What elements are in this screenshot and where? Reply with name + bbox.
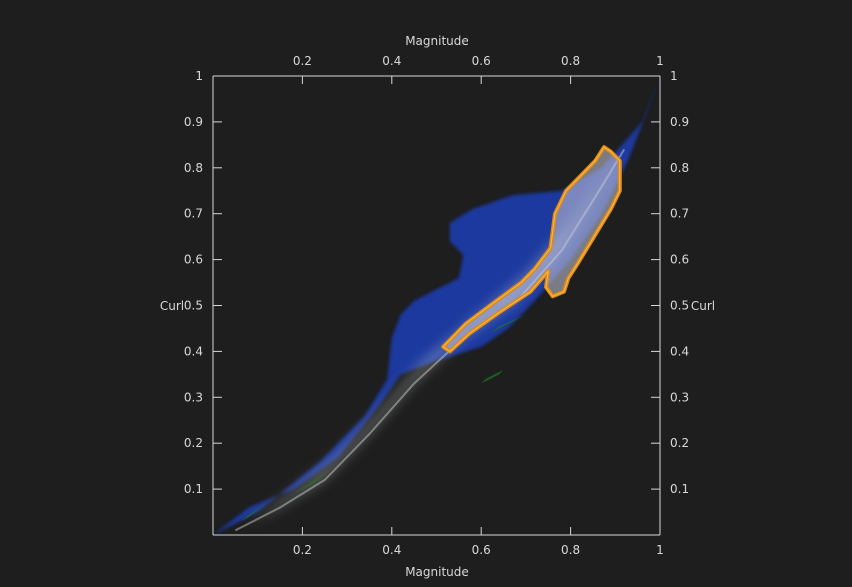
y-tick-label-left: 0.2	[184, 436, 203, 450]
x-tick-label-bottom: 0.2	[293, 543, 312, 557]
y-tick-label-right: 0.1	[670, 482, 689, 496]
y-tick-label-right: 0.5	[670, 299, 689, 313]
x-tick-label-top: 0.2	[293, 54, 312, 68]
y-tick-label-left: 0.1	[184, 482, 203, 496]
y-tick-label-right: 0.9	[670, 115, 689, 129]
y-tick-label-right: 0.6	[670, 253, 689, 267]
y-tick-label-left: 0.9	[184, 115, 203, 129]
x-axis-title-bottom: Magnitude	[405, 565, 469, 579]
density-edge-high	[490, 314, 526, 333]
x-tick-label-top: 0.6	[472, 54, 491, 68]
y-tick-label-left: 0.3	[184, 390, 203, 404]
x-tick-label-bottom: 0.6	[472, 543, 491, 557]
y-tick-label-right: 0.7	[670, 207, 689, 221]
density-edge-spot	[481, 369, 504, 384]
x-axis-title-top: Magnitude	[405, 34, 469, 48]
y-tick-label-right: 0.2	[670, 436, 689, 450]
y-tick-label-left: 1	[195, 69, 203, 83]
x-tick-label-top: 0.8	[561, 54, 580, 68]
x-tick-label-top: 0.4	[382, 54, 401, 68]
y-tick-label-left: 0.8	[184, 161, 203, 175]
y-tick-label-right: 0.4	[670, 344, 689, 358]
density-region	[213, 76, 660, 535]
x-tick-label-top: 1	[656, 54, 664, 68]
y-tick-label-left: 0.7	[184, 207, 203, 221]
y-tick-label-right: 0.8	[670, 161, 689, 175]
y-tick-label-left: 0.6	[184, 253, 203, 267]
x-tick-label-bottom: 0.8	[561, 543, 580, 557]
plot-area	[213, 76, 660, 535]
y-axis-title-right: Curl	[691, 299, 715, 313]
x-tick-label-bottom: 0.4	[382, 543, 401, 557]
y-tick-label-right: 0.3	[670, 390, 689, 404]
x-tick-label-bottom: 1	[656, 543, 664, 557]
y-tick-label-left: 0.5	[184, 299, 203, 313]
y-axis-title-left: Curl	[160, 299, 184, 313]
y-tick-label-right: 1	[670, 69, 678, 83]
y-tick-label-left: 0.4	[184, 344, 203, 358]
selection-highlight	[442, 146, 621, 352]
